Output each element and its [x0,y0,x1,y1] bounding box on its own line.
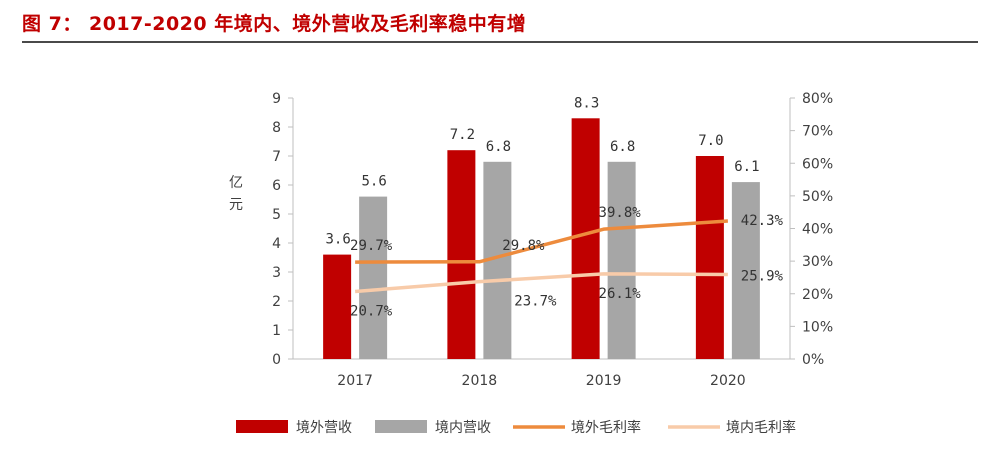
bar-value-label: 7.2 [450,127,475,143]
title-divider [22,41,978,43]
y2-tick-label: 0% [802,352,824,368]
y-tick-label: 7 [272,149,281,165]
figure-title-text: 2017-2020 年境内、境外营收及毛利率稳中有增 [88,13,527,35]
bar-value-label: 7.0 [698,133,723,149]
line-value-label: 25.9% [741,269,784,285]
y-tick-label: 4 [272,236,281,252]
bar-domestic [359,196,388,359]
bar-overseas [447,150,476,359]
y-tick-label: 1 [272,323,281,339]
y2-tick-label: 20% [802,287,833,303]
x-tick-label: 2018 [462,373,498,389]
y-tick-label: 0 [272,352,281,368]
y-tick-label: 8 [272,120,281,136]
y-tick-label: 6 [272,178,281,194]
y2-tick-label: 60% [802,156,833,172]
chart-axes: 0 1 2 3 4 5 6 7 8 9 0% 10% 20% 30% 40% 50% 60% 70% 80% 2017… [229,91,833,389]
chart-legend: 境外营收 境内营收 境外毛利率 境内毛利率 [236,419,796,436]
bar-domestic [731,182,760,359]
legend-label: 境内毛利率 [726,419,796,436]
y-tick-label: 5 [272,207,281,223]
legend-swatch-0 [236,420,288,433]
chart-data-labels: 3.6 7.2 8.3 7.0 5.6 6.8 6.8 6.1 29.7% 29.8% 39.8% 4… [325,95,783,319]
bar-value-label: 6.8 [486,139,511,155]
x-tick-label: 2017 [337,373,373,389]
y-tick-label: 9 [272,91,281,107]
line-value-label: 42.3% [741,213,784,229]
bar-value-label: 6.8 [610,139,635,155]
y2-tick-label: 80% [802,91,833,107]
line-value-label: 26.1% [599,286,642,302]
x-tick-label: 2019 [586,373,622,389]
bar-overseas [323,254,352,359]
y-axis-title-char: 元 [229,197,243,213]
line-value-label: 29.7% [350,238,393,254]
chart-lines [354,219,728,294]
legend-swatch-1 [375,420,427,433]
bar-value-label: 8.3 [574,95,599,111]
bar-value-label: 6.1 [734,159,759,175]
chart-bars [323,118,760,359]
y-tick-label: 3 [272,265,281,281]
y2-tick-label: 10% [802,319,833,335]
y2-tick-label: 70% [802,124,833,140]
line-value-label: 23.7% [514,294,557,310]
line-overseas-margin [355,219,728,264]
bar-value-label: 5.6 [361,174,386,190]
bar-overseas [695,156,724,359]
x-tick-label: 2020 [710,373,746,389]
bar-overseas [571,118,600,359]
bar-value-label: 3.6 [325,232,350,248]
line-value-label: 20.7% [350,303,393,319]
legend-label: 境外毛利率 [571,419,641,436]
y2-tick-label: 40% [802,222,833,238]
y-axis-title-char: 亿 [229,175,243,191]
line-value-label: 39.8% [599,205,642,221]
line-value-label: 29.8% [502,238,545,254]
legend-label: 境内营收 [435,420,491,436]
y2-tick-label: 30% [802,254,833,270]
line-domestic-margin [354,272,728,294]
y-tick-label: 2 [272,294,281,310]
figure-label: 图 7： [22,13,82,35]
legend-label: 境外营收 [296,420,352,436]
bar-domestic [607,161,636,359]
figure-title: 图 7： 2017-2020 年境内、境外营收及毛利率稳中有增 [22,9,526,36]
y2-tick-label: 50% [802,189,833,205]
